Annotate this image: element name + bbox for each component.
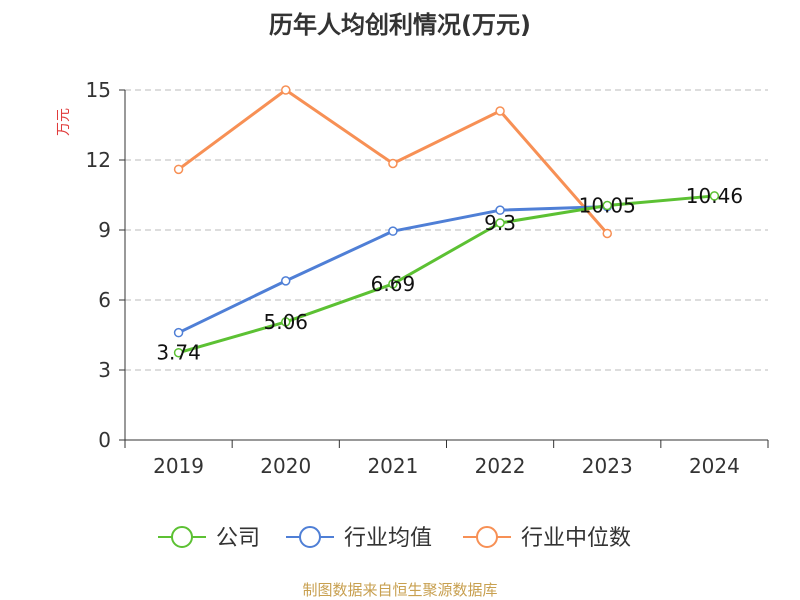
x-tick-label-2021: 2021 bbox=[367, 454, 418, 478]
y-tick-label-0: 0 bbox=[98, 428, 111, 452]
y-tick-label-12: 12 bbox=[86, 148, 111, 172]
series-行业中位数 bbox=[173, 85, 612, 239]
data-label-2021: 6.69 bbox=[371, 272, 416, 296]
y-axis-label: 万元 bbox=[56, 108, 72, 136]
legend-marker-行业中位数 bbox=[476, 526, 498, 548]
series-lines bbox=[173, 85, 720, 358]
point-行业均值-2020 bbox=[281, 276, 291, 286]
y-tick-label-15: 15 bbox=[86, 78, 111, 102]
legend-item-公司: 公司 bbox=[158, 526, 260, 551]
x-tick-label-2022: 2022 bbox=[475, 454, 526, 478]
point-公司-2021 bbox=[388, 279, 398, 289]
point-公司-2024 bbox=[709, 191, 720, 201]
series-公司 bbox=[173, 191, 720, 358]
series-line-公司 bbox=[178, 194, 715, 355]
legend-label-行业均值: 行业均值 bbox=[344, 526, 432, 551]
y-tick-label-6: 6 bbox=[98, 288, 111, 312]
source-note: 制图数据来自恒生聚源数据库 bbox=[302, 581, 497, 599]
legend: 公司 行业均值 行业中位数 bbox=[158, 526, 631, 551]
series-line-行业均值 bbox=[177, 205, 608, 335]
legend-marker-行业均值 bbox=[299, 526, 321, 548]
data-labels: 3.74 5.06 6.69 9.3 10.05 10.46 bbox=[156, 184, 743, 365]
legend-label-行业中位数: 行业中位数 bbox=[521, 526, 631, 551]
data-label-2024: 10.46 bbox=[686, 184, 743, 208]
series-行业均值 bbox=[173, 201, 612, 338]
gridlines bbox=[125, 89, 768, 371]
point-行业均值-2021 bbox=[388, 226, 398, 236]
chart-title: 历年人均创利情况(万元) bbox=[269, 11, 531, 39]
legend-item-行业中位数: 行业中位数 bbox=[463, 526, 631, 551]
point-公司-2023 bbox=[602, 200, 612, 211]
data-label-2022: 9.3 bbox=[484, 211, 516, 235]
y-tick-label-3: 3 bbox=[98, 358, 111, 382]
point-行业中位数-2023 bbox=[602, 228, 612, 239]
data-label-2020: 5.06 bbox=[263, 310, 308, 334]
data-label-2019: 3.74 bbox=[156, 341, 201, 365]
legend-item-行业均值: 行业均值 bbox=[286, 526, 432, 551]
axes: 0 3 6 9 12 15 2019 2020 2021 2022 2023 2024 bbox=[86, 78, 769, 478]
point-行业中位数-2019 bbox=[173, 164, 184, 175]
x-tick-label-2023: 2023 bbox=[582, 454, 633, 478]
point-公司-2020 bbox=[281, 317, 291, 327]
point-公司-2022 bbox=[495, 218, 505, 228]
point-行业中位数-2021 bbox=[388, 158, 398, 169]
x-tick-label-2020: 2020 bbox=[260, 454, 311, 478]
legend-label-公司: 公司 bbox=[216, 526, 260, 551]
point-公司-2019 bbox=[173, 347, 184, 358]
data-label-2023: 10.05 bbox=[579, 194, 636, 218]
point-行业中位数-2022 bbox=[495, 106, 505, 116]
point-行业均值-2019 bbox=[173, 327, 184, 338]
point-行业中位数-2020 bbox=[281, 85, 291, 95]
point-行业均值-2022 bbox=[495, 205, 505, 215]
x-tick-label-2024: 2024 bbox=[689, 454, 740, 478]
x-tick-label-2019: 2019 bbox=[153, 454, 204, 478]
y-tick-label-9: 9 bbox=[98, 218, 111, 242]
legend-marker-公司 bbox=[171, 526, 193, 548]
